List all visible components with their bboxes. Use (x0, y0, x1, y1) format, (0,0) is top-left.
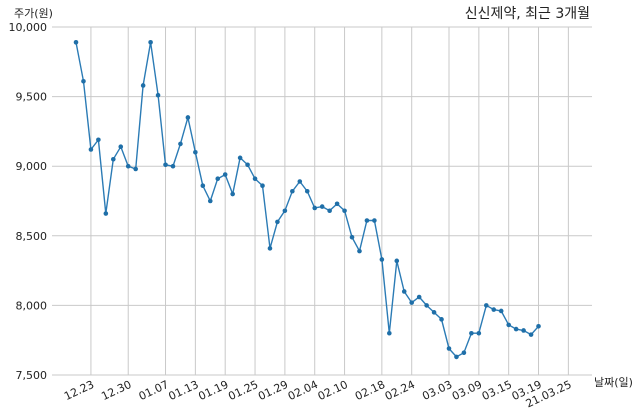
x-tick-label: 01.19 (196, 378, 230, 403)
data-point (282, 208, 288, 214)
data-point (267, 246, 273, 251)
data-point (252, 176, 258, 182)
data-point (290, 188, 295, 194)
data-point (111, 156, 116, 162)
data-point (297, 179, 303, 184)
x-tick-label: 01.25 (226, 378, 260, 403)
data-point (491, 307, 497, 312)
data-point (379, 257, 385, 262)
data-point (319, 204, 325, 209)
data-point (327, 208, 332, 214)
data-point (513, 326, 519, 332)
data-point (125, 163, 131, 169)
data-point (133, 166, 138, 172)
data-point (394, 258, 400, 264)
data-point (357, 248, 362, 254)
y-tick-label: 8,500 (16, 230, 48, 243)
data-point (387, 330, 392, 336)
data-point (140, 83, 146, 88)
y-tick-label: 10,000 (9, 21, 48, 34)
data-point (148, 40, 153, 45)
data-point (431, 310, 437, 315)
data-point (215, 176, 221, 182)
data-point (222, 172, 228, 177)
data-point (416, 294, 422, 300)
data-point (401, 289, 407, 294)
y-tick-label: 9,500 (16, 91, 48, 104)
chart-title: 신신제약, 최근 3개월 (465, 6, 590, 22)
data-point (245, 162, 250, 168)
data-point (454, 354, 459, 360)
x-tick-label: 02.18 (353, 378, 387, 403)
data-point (446, 346, 452, 351)
x-tick-label: 02.10 (316, 378, 350, 403)
data-point (170, 163, 176, 169)
price-series (73, 40, 541, 360)
data-point (506, 322, 511, 328)
data-point (178, 141, 183, 147)
x-tick-label: 01.29 (256, 378, 290, 403)
data-point (88, 147, 94, 152)
data-point (185, 115, 191, 120)
data-point (200, 183, 206, 188)
data-point (304, 188, 310, 194)
data-point (424, 303, 429, 308)
data-point (312, 205, 318, 211)
data-point (275, 219, 280, 225)
y-tick-labels: 7,500 8,000 8,500 9,000 9,500 10,000 (9, 21, 48, 382)
data-point (73, 40, 79, 45)
data-point (528, 332, 534, 337)
data-point (103, 211, 109, 216)
y-tick-label: 9,000 (16, 160, 48, 173)
data-point (439, 317, 444, 322)
data-point (193, 149, 198, 155)
x-tick-label: 03.15 (480, 378, 514, 403)
data-point (521, 328, 526, 333)
x-tick-label: 01.07 (137, 378, 171, 403)
x-tick-label: 12.30 (99, 378, 133, 403)
y-tick-label: 7,500 (16, 369, 48, 382)
data-point (155, 92, 161, 98)
grid (52, 26, 592, 376)
x-tick-label: 02.24 (383, 378, 417, 403)
x-tick-label: 02.04 (286, 378, 320, 403)
data-point (96, 137, 101, 143)
data-point (342, 208, 347, 214)
series-line (75, 42, 540, 358)
data-point (230, 191, 235, 197)
y-tick-label: 8,000 (16, 299, 48, 312)
data-point (469, 330, 474, 336)
data-point (207, 198, 213, 204)
data-point (81, 78, 86, 84)
data-point (163, 162, 168, 168)
data-point (260, 183, 265, 188)
x-tick-label: 03.03 (420, 378, 454, 403)
y-axis-label: 주가(원) (14, 7, 53, 20)
x-tick-label: 03.09 (450, 378, 484, 403)
data-point (476, 330, 482, 336)
data-point (498, 308, 504, 314)
data-point (334, 201, 340, 207)
data-point (349, 234, 355, 240)
data-point (461, 350, 467, 356)
x-tick-labels: 12.23 12.30 01.0701.1301.1901.2501.2902.04… (62, 378, 573, 410)
data-point (118, 144, 124, 150)
data-point (237, 155, 243, 161)
data-point (484, 303, 489, 308)
x-tick-label: 01.13 (167, 378, 201, 403)
x-tick-label: 12.23 (62, 378, 96, 403)
x-axis-label: 날짜(일) (594, 375, 633, 389)
data-point (364, 218, 370, 223)
data-point (372, 218, 377, 223)
data-point (409, 300, 415, 305)
data-point (536, 323, 541, 329)
